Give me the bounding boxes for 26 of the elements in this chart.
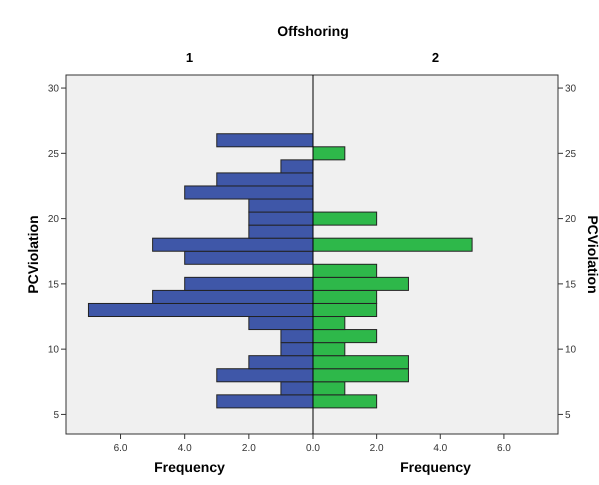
y-tick-label: 20 <box>565 214 577 226</box>
x-tick-label: 4.0 <box>178 443 192 454</box>
y-tick-label: 15 <box>48 279 60 290</box>
x-tick-label: 2.0 <box>370 443 384 454</box>
y-tick-label: 25 <box>48 148 60 160</box>
y-tick-label: 5 <box>53 410 60 421</box>
y-tick-label: 10 <box>565 344 577 356</box>
y-tick-label: 5 <box>565 410 571 421</box>
x-tick-label: 4.0 <box>433 443 448 454</box>
y-axis-title: PCViolation <box>585 215 599 294</box>
x-tick-label: 0.0 <box>306 443 320 454</box>
y-tick-label: 15 <box>565 279 577 290</box>
x-axis-title: Frequency <box>400 459 472 475</box>
y-tick-label: 30 <box>48 84 60 95</box>
x-tick-label: 2.0 <box>242 443 256 454</box>
chart-subtitle: 1 <box>186 50 194 65</box>
x-axis-title: Frequency <box>154 459 226 475</box>
y-tick-label: 30 <box>565 84 577 95</box>
x-tick-label: 6.0 <box>496 443 512 454</box>
y-tick-label: 10 <box>48 344 60 356</box>
y-axis-title: PCViolation <box>25 215 41 294</box>
chart-title: Offshoring <box>277 23 349 39</box>
chart-subtitle: 2 <box>432 50 440 65</box>
y-tick-label: 20 <box>48 214 60 226</box>
x-tick-label: 6.0 <box>114 443 128 454</box>
y-tick-label: 25 <box>565 148 577 160</box>
